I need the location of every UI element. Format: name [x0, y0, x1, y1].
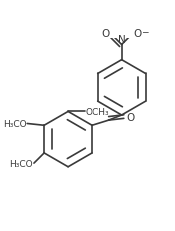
- Text: O: O: [101, 29, 110, 39]
- Text: H₃CO: H₃CO: [9, 159, 33, 168]
- Text: N: N: [118, 35, 125, 45]
- Text: OCH₃: OCH₃: [86, 107, 110, 116]
- Text: O: O: [127, 112, 135, 122]
- Text: O: O: [134, 29, 142, 39]
- Text: −: −: [141, 27, 148, 36]
- Text: H₃CO: H₃CO: [3, 119, 26, 128]
